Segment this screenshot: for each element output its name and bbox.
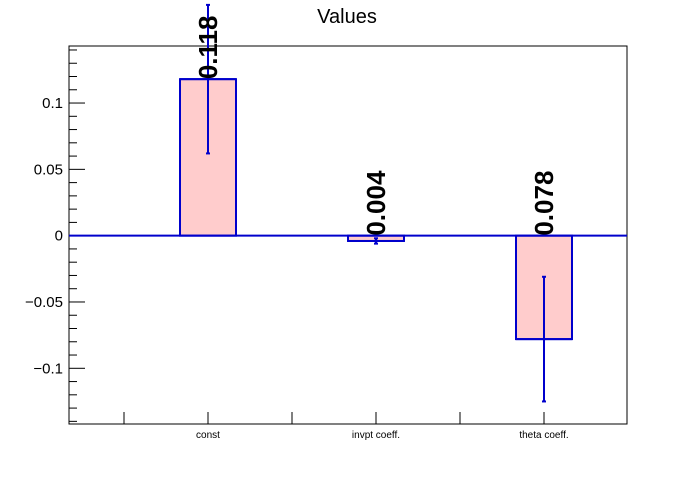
- x-axis: const invpt coeff. theta coeff.: [123, 412, 569, 441]
- data-label: 0.004: [361, 170, 391, 236]
- y-tick-label: 0.05: [34, 161, 63, 178]
- chart-title: Values: [317, 6, 377, 28]
- x-tick-label: const: [196, 430, 220, 441]
- y-tick-label: 0: [55, 228, 63, 245]
- data-label: 0.118: [193, 16, 223, 80]
- y-tick-label: 0.1: [42, 95, 63, 112]
- y-tick-label: −0.1: [33, 360, 63, 377]
- x-tick-label: invpt coeff.: [352, 430, 400, 441]
- data-labels: 0.118 0.004 0.078: [193, 16, 559, 236]
- x-tick-label: theta coeff.: [519, 430, 568, 441]
- y-axis: 0.1 0.05 0 −0.05 −0.1: [25, 49, 85, 422]
- data-label: 0.078: [529, 171, 559, 236]
- error-bars: [180, 3, 572, 403]
- y-tick-label: −0.05: [25, 294, 63, 311]
